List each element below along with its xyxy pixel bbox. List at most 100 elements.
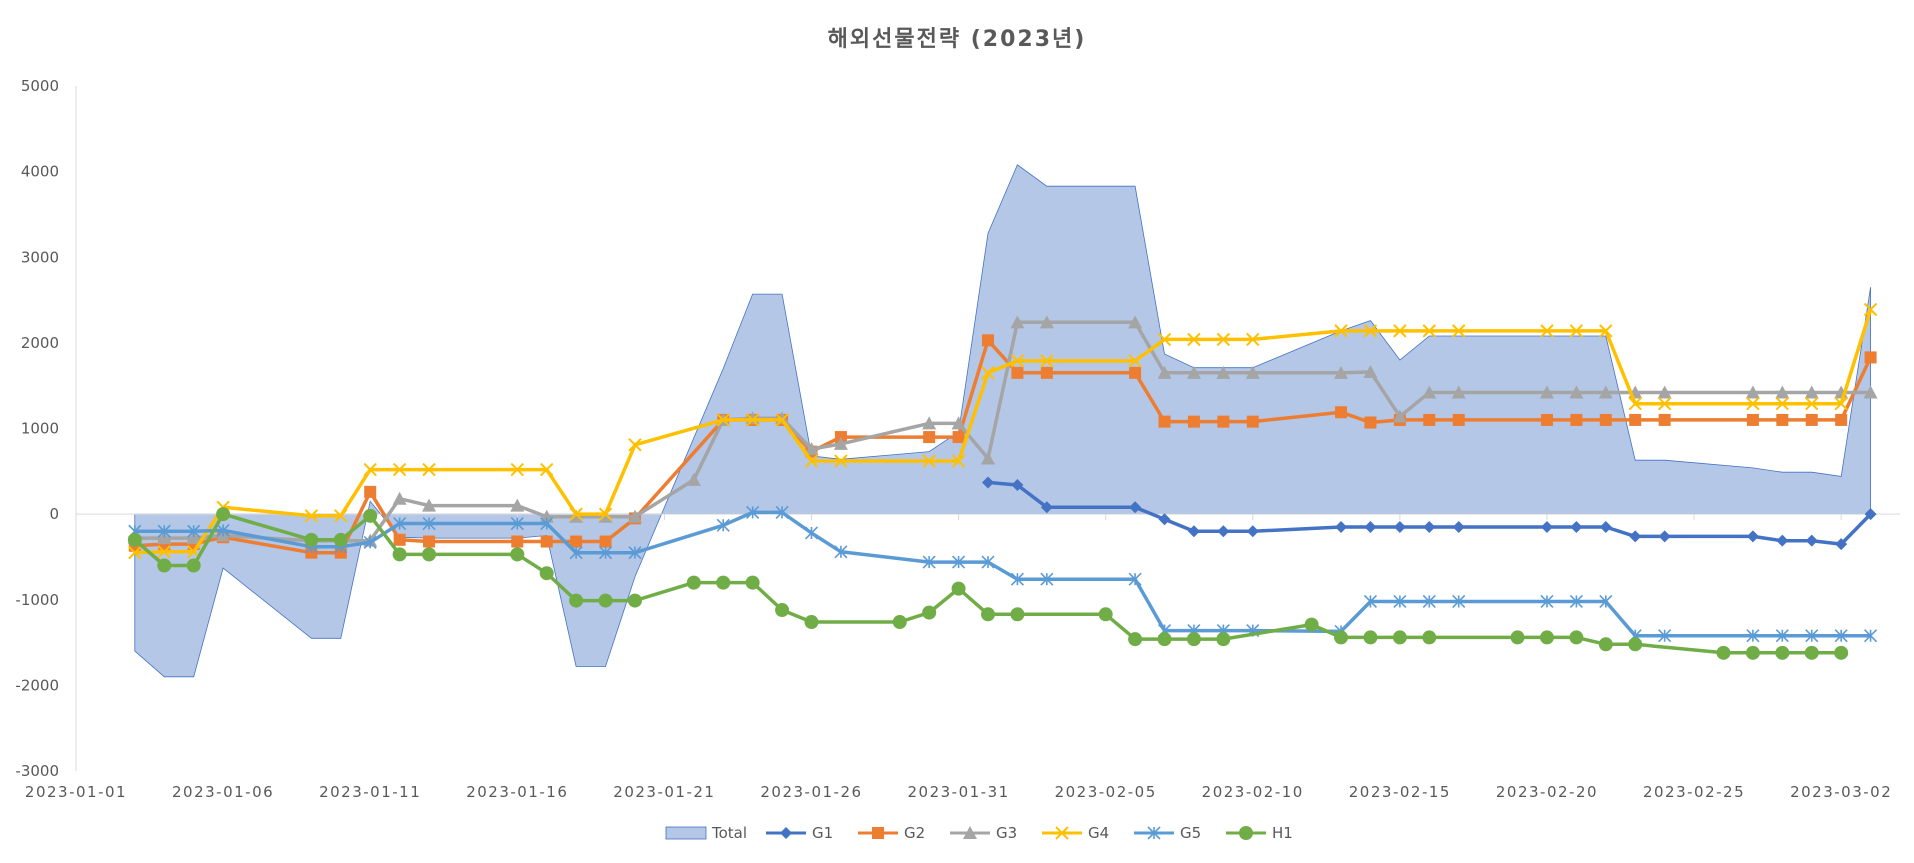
plot-area: 5000 4000 3000 2000 1000 0 -1000 -2000 -3000 2023… [15,77,1900,801]
data-point-g5 [598,546,613,560]
data-point-g1 [1423,520,1436,533]
data-point-g2 [952,431,965,444]
data-point-g3 [1451,385,1466,399]
data-point-g3 [1216,365,1231,379]
data-point-g2 [1864,351,1877,364]
data-point-g4 [1216,332,1231,347]
data-point-h1 [304,532,319,547]
data-point-g5 [1363,594,1378,609]
data-point-g4 [1334,324,1348,338]
data-point-g2 [570,535,583,548]
data-point-g2 [923,431,936,444]
legend-marker-g4 [1055,826,1069,840]
data-point-g2 [982,334,994,347]
legend-marker-g1 [780,827,792,839]
x-tick-label: 2023-02-20 [1496,783,1598,801]
data-point-g5 [1422,594,1436,609]
data-point-g1 [1364,520,1377,533]
data-point-h1 [1804,645,1819,660]
data-point-g1 [1040,501,1053,514]
data-point-g4 [1040,354,1054,368]
data-point-g3 [686,472,701,486]
data-point-g5 [1864,629,1878,643]
data-point-g5 [1040,572,1054,586]
data-point-g1 [1540,520,1553,533]
data-point-g5 [540,516,554,531]
data-point-g3 [1804,385,1819,399]
data-point-g5 [569,546,583,560]
data-point-g5 [422,516,436,531]
data-point-g2 [393,533,406,546]
data-point-g4 [951,454,966,468]
data-point-g2 [1570,413,1583,426]
data-point-g2 [364,485,377,498]
data-point-g2 [1364,416,1377,429]
data-point-g3 [1392,409,1407,423]
data-point-g1 [1658,530,1671,543]
data-point-g5 [1775,629,1789,643]
data-point-h1 [186,558,201,573]
data-point-h1 [1010,607,1025,622]
y-tick-label: 0 [49,505,59,523]
data-point-g3 [1245,365,1260,379]
data-point-h1 [745,575,760,590]
data-point-g4 [1187,332,1201,347]
data-point-g2 [1040,366,1053,379]
data-point-g1 [1805,534,1818,547]
data-point-h1 [1745,645,1760,660]
data-point-g3 [1334,365,1349,379]
data-point-g4 [569,507,583,521]
series-g3 [127,315,1878,547]
data-point-g4 [804,454,819,468]
data-point-h1 [1157,632,1172,647]
x-tick-label: 2023-02-05 [1055,783,1157,801]
data-point-g3 [1422,385,1437,399]
data-point-g2 [1158,415,1171,428]
data-point-g4 [745,413,760,427]
data-point-g5 [1805,629,1819,643]
data-point-g1 [1011,479,1024,492]
legend-marker-g5 [1147,826,1161,840]
data-point-h1 [1775,645,1790,660]
data-point-g4 [1246,332,1260,347]
legend-marker-g3 [963,826,977,839]
data-point-g5 [363,535,377,549]
data-point-h1 [333,532,348,547]
data-point-g2 [540,535,553,548]
data-point-g5 [1569,594,1583,609]
data-point-g3 [1539,385,1554,399]
data-point-g1 [1217,525,1230,538]
data-point-g4 [1452,324,1466,338]
data-point-g3 [186,531,201,545]
data-point-g4 [510,462,524,477]
data-point-g4 [1657,396,1672,411]
data-point-g4 [1422,324,1436,338]
legend-marker-h1 [1239,826,1253,840]
y-tick-label: -3000 [15,762,59,780]
series-h1 [127,507,1849,660]
data-point-g4 [922,454,936,468]
data-point-h1 [1363,630,1378,645]
data-point-g5 [157,524,171,538]
data-point-h1 [1422,630,1437,645]
y-tick-label: -2000 [15,676,59,694]
data-point-h1 [1334,630,1349,645]
data-point-g5 [804,526,819,540]
data-point-g4 [1363,324,1378,338]
data-point-g2 [1217,415,1230,428]
data-point-g2 [511,535,524,548]
data-point-h1 [539,566,554,581]
data-point-g5 [216,523,230,537]
data-point-g5 [393,516,407,531]
data-point-g4 [1834,396,1848,411]
data-point-g1 [1776,534,1789,547]
data-point-g4 [834,454,848,468]
data-point-g1 [1629,530,1642,543]
data-point-g2 [1423,413,1436,426]
legend: Total G1 G2 G3 G4 G5 H1 [665,824,1293,842]
data-point-h1 [1392,630,1407,645]
data-point-h1 [686,575,701,590]
chart-title: 해외선물전략 (2023년) [828,27,1087,52]
data-point-g3 [569,509,584,523]
